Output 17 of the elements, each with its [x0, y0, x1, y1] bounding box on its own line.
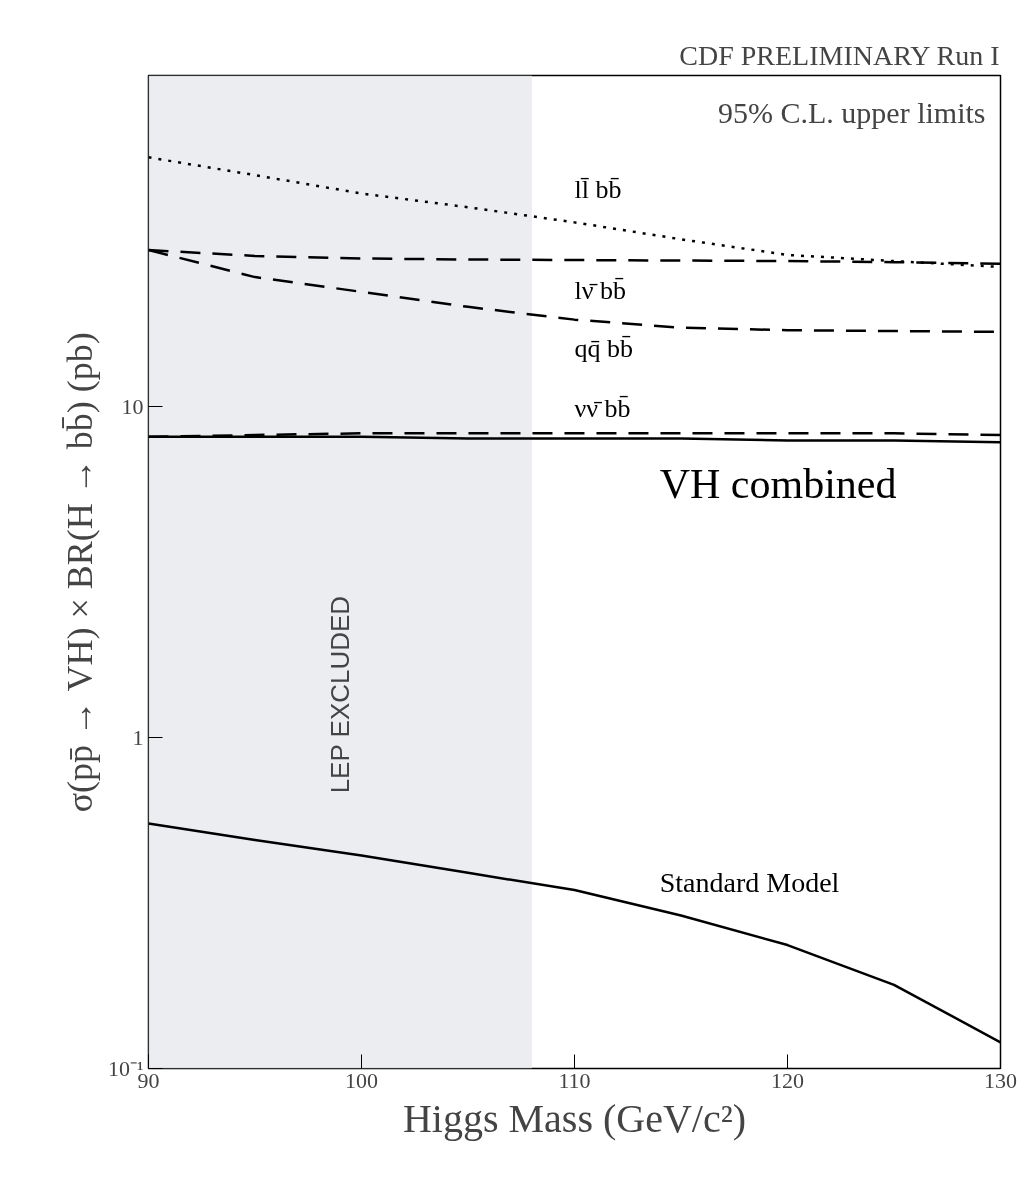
- series-label: lν̄ bb̄: [574, 276, 626, 306]
- x-axis-title: Higgs Mass (GeV/c²): [402, 1095, 747, 1141]
- series-label: Standard Model: [659, 867, 840, 899]
- x-tick-label: 100: [345, 1067, 378, 1093]
- y-axis-title: σ(pp̄ → VH) × BR(H → bb̄) (pb): [59, 332, 100, 813]
- series-label: νν̄ bb̄: [574, 394, 631, 424]
- band-label: LEP EXCLUDED: [325, 595, 356, 794]
- x-tick-label: 130: [984, 1067, 1017, 1093]
- series-label: VH combined: [659, 460, 897, 507]
- x-tick-label: 110: [558, 1067, 591, 1093]
- chart-title: CDF PRELIMINARY Run I: [679, 39, 1000, 71]
- x-tick-label: 120: [771, 1067, 804, 1093]
- series-label: ll̄ bb̄: [574, 175, 622, 205]
- y-tick-label: 1: [132, 725, 144, 750]
- series-label: qq̄ bb̄: [574, 333, 633, 363]
- y-tick-label: 10: [121, 394, 144, 419]
- annotation: 95% C.L. upper limits: [718, 95, 986, 129]
